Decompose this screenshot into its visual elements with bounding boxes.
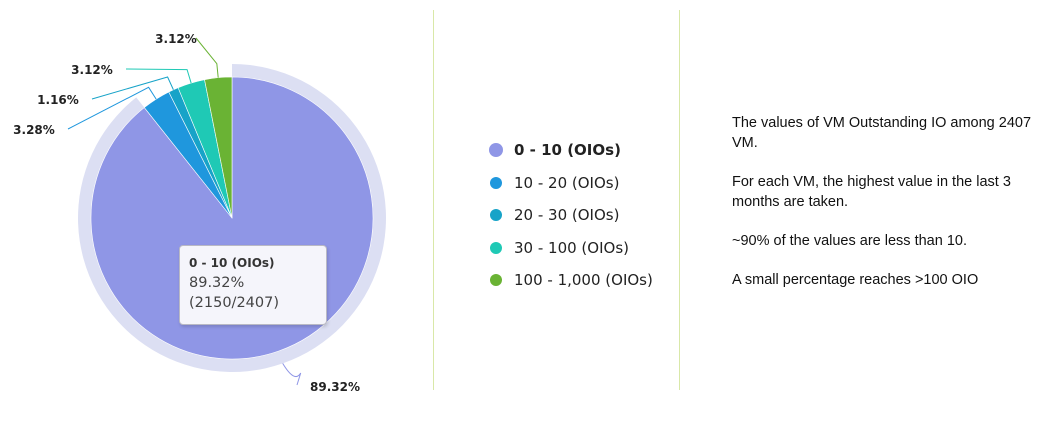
legend-item-10-20[interactable]: 10 - 20 (OIOs) [490, 167, 653, 200]
note-line: A small percentage reaches >100 OIO [732, 272, 979, 288]
legend-label-100-1000: 100 - 1,000 (OIOs) [514, 271, 653, 290]
tooltip-title: 0 - 10 (OIOs) [189, 256, 275, 270]
note-line: The values of VM Outstanding IO among 24… [732, 115, 1032, 151]
legend-swatch-20-30 [490, 209, 502, 222]
data-label-10-20: 3.28% [13, 123, 55, 137]
legend-item-20-30[interactable]: 20 - 30 (OIOs) [490, 199, 653, 232]
legend-item-30-100[interactable]: 30 - 100 (OIOs) [490, 232, 653, 265]
connector-line-20-30 [91, 76, 174, 100]
legend-swatch-30-100 [490, 241, 502, 254]
legend-label-10-20: 10 - 20 (OIOs) [514, 173, 620, 192]
connector-line-10-20 [67, 86, 157, 130]
legend-swatch-10-20 [490, 176, 502, 189]
note-line: ~90% of the values are less than 10. [732, 233, 967, 249]
chart-legend: 0 - 10 (OIOs) 10 - 20 (OIOs) 20 - 30 (OI… [489, 134, 653, 297]
divider-line-right [679, 10, 680, 390]
note-line: For each VM, the highest value in the la… [732, 174, 1011, 210]
notes-panel: The values of VM Outstanding IO among 24… [732, 113, 1032, 309]
connector-line-30-100 [125, 68, 192, 84]
divider-line-left [433, 10, 434, 390]
data-label-100-1000: 3.12% [155, 32, 197, 46]
legend-swatch-0-10 [489, 143, 503, 158]
data-label-0-10: 89.32% [310, 380, 360, 394]
pie-slice-100-1000[interactable] [204, 76, 233, 219]
data-label-30-100: 3.12% [71, 63, 113, 77]
connector-line-100-1000 [195, 37, 219, 78]
data-label-20-30: 1.16% [37, 93, 79, 107]
legend-label-0-10: 0 - 10 (OIOs) [514, 141, 621, 160]
tooltip-percent: 89.32% [189, 275, 245, 291]
slice-tooltip: 0 - 10 (OIOs) 89.32% (2150/2407) [179, 245, 327, 325]
connector-line-0-10 [282, 363, 302, 386]
legend-label-30-100: 30 - 100 (OIOs) [514, 238, 629, 257]
legend-item-0-10[interactable]: 0 - 10 (OIOs) [489, 134, 653, 167]
pie-chart: 89.32% 3.28% 1.16% 3.12% 3.12% [13, 32, 386, 394]
legend-label-20-30: 20 - 30 (OIOs) [514, 206, 620, 225]
legend-swatch-100-1000 [490, 274, 502, 287]
tooltip-count: (2150/2407) [189, 295, 280, 311]
legend-item-100-1000[interactable]: 100 - 1,000 (OIOs) [490, 264, 653, 297]
